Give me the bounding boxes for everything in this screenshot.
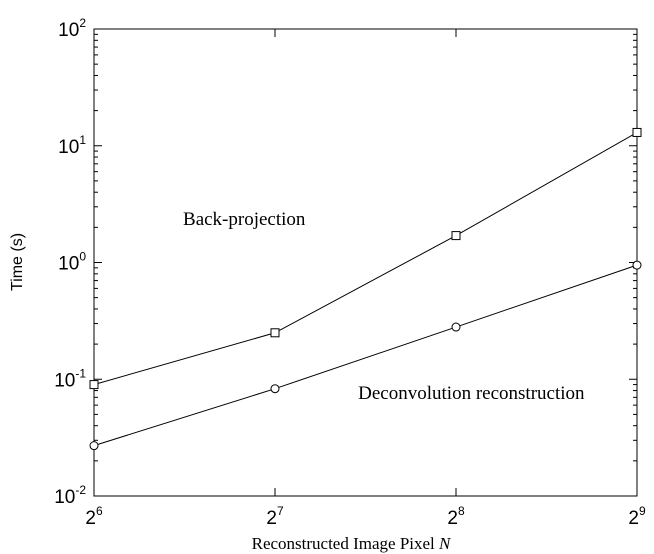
x-tick-base: 2 xyxy=(628,508,639,529)
x-axis-label-variable: N xyxy=(438,534,452,553)
x-tick-label: 28 xyxy=(447,504,465,529)
y-tick-label: 101 xyxy=(58,133,86,158)
axis-ticks xyxy=(93,28,638,497)
square-marker xyxy=(632,127,642,137)
x-tick-base: 2 xyxy=(447,508,458,529)
series-line-2 xyxy=(93,264,638,447)
square-marker xyxy=(451,231,461,241)
plot-frame xyxy=(93,28,638,497)
x-axis-label: Reconstructed Image Pixel N xyxy=(252,534,452,553)
square-marker xyxy=(270,328,280,338)
y-tick-label: 102 xyxy=(58,16,86,41)
y-tick-base: 10 xyxy=(58,20,79,41)
y-tick-label: 10-2 xyxy=(54,483,86,508)
y-tick-base: 10 xyxy=(58,137,79,158)
series xyxy=(89,127,642,451)
x-tick-label: 29 xyxy=(628,504,646,529)
x-tick-label: 27 xyxy=(266,504,284,529)
x-tick-exponent: 7 xyxy=(277,504,284,518)
x-tick-exponent: 9 xyxy=(639,504,646,518)
y-tick-label: 10-1 xyxy=(54,366,86,391)
y-tick-base: 10 xyxy=(54,487,75,508)
annotations: Back-projection Deconvolution reconstruct… xyxy=(183,209,585,404)
y-tick-base: 10 xyxy=(58,254,79,275)
x-tick-labels: 26 27 28 29 xyxy=(85,504,646,529)
x-axis-label-text: Reconstructed Image Pixel xyxy=(252,534,435,553)
circle-marker xyxy=(451,322,461,332)
x-tick-exponent: 6 xyxy=(96,504,103,518)
series-line-1 xyxy=(93,132,638,386)
x-tick-exponent: 8 xyxy=(458,504,465,518)
y-tick-exponent: 1 xyxy=(79,133,86,147)
y-tick-exponent: -2 xyxy=(75,483,86,497)
circle-marker xyxy=(632,260,642,270)
plot-area xyxy=(93,28,638,497)
annotation: Deconvolution reconstruction xyxy=(358,383,585,404)
y-tick-exponent: 0 xyxy=(79,250,86,264)
circle-marker xyxy=(270,384,280,394)
x-tick-base: 2 xyxy=(85,508,96,529)
y-axis-label: Time (s) xyxy=(9,233,26,291)
y-tick-base: 10 xyxy=(54,370,75,391)
x-tick-label: 26 xyxy=(85,504,103,529)
y-tick-label: 100 xyxy=(58,250,86,275)
annotation: Back-projection xyxy=(183,209,306,230)
y-tick-exponent: 2 xyxy=(79,16,86,30)
y-tick-exponent: -1 xyxy=(75,366,86,380)
x-tick-base: 2 xyxy=(266,508,277,529)
circle-marker xyxy=(89,441,99,451)
square-marker xyxy=(89,380,99,390)
